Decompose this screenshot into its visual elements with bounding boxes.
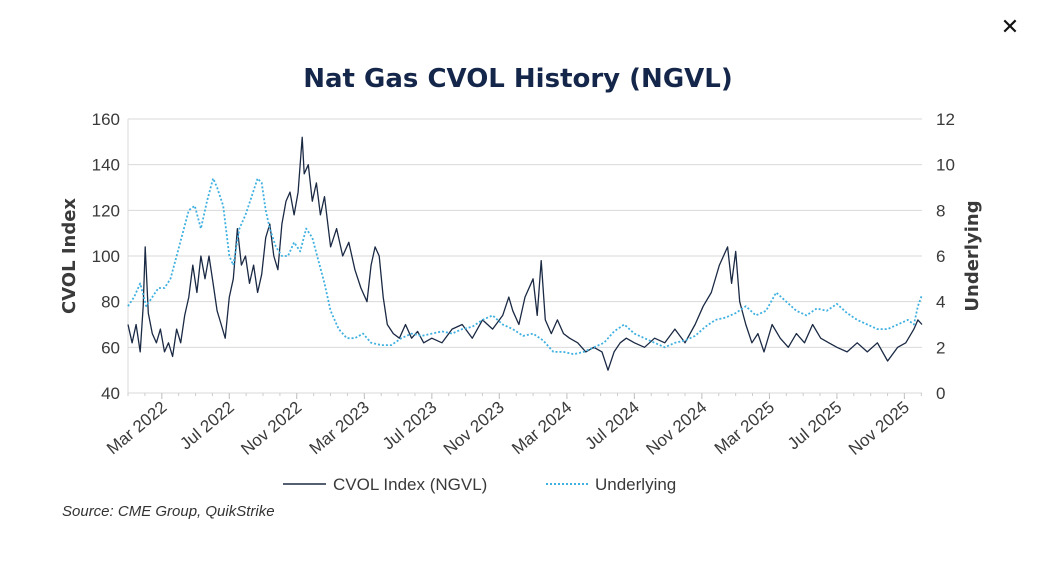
y2-tick-label: 10 xyxy=(936,156,955,175)
x-tick-label: Jul 2024 xyxy=(581,398,642,454)
y2-tick-label: 6 xyxy=(936,247,945,266)
y2-tick-label: 8 xyxy=(936,201,945,220)
x-tick-label: Nov 2022 xyxy=(237,398,305,459)
chart-title: Nat Gas CVOL History (NGVL) xyxy=(303,64,732,94)
legend-label-underlying: Underlying xyxy=(595,475,676,494)
close-button[interactable]: ✕ xyxy=(996,14,1024,42)
y-tick-label: 60 xyxy=(101,338,120,357)
right-axis: 0 2 4 6 8 10 12 xyxy=(936,110,955,403)
x-tick-label: Nov 2024 xyxy=(642,398,710,459)
legend: CVOL Index (NGVL) Underlying xyxy=(283,475,676,494)
x-axis: Mar 2022 Jul 2022 Nov 2022 Mar 2023 Jul 2023… xyxy=(103,393,922,459)
x-tick-label: Jul 2022 xyxy=(176,398,237,454)
y-tick-label: 40 xyxy=(101,384,120,403)
x-tick-label: Mar 2025 xyxy=(711,398,778,459)
series-layer xyxy=(127,136,923,371)
y2-tick-label: 2 xyxy=(936,338,945,357)
x-tick-label: Mar 2023 xyxy=(306,398,373,459)
x-tick-label: Jul 2025 xyxy=(784,398,845,454)
y-tick-label: 140 xyxy=(92,156,120,175)
y2-tick-label: 0 xyxy=(936,384,945,403)
x-tick-label: Jul 2023 xyxy=(379,398,440,454)
y2-tick-label: 4 xyxy=(936,293,945,312)
close-icon: ✕ xyxy=(1000,15,1020,40)
grid xyxy=(127,118,922,394)
x-tick-label: Nov 2023 xyxy=(440,398,508,459)
source-note: Source: CME Group, QuikStrike xyxy=(62,503,275,520)
x-tick-label: Mar 2024 xyxy=(508,398,575,459)
y-tick-label: 100 xyxy=(92,247,120,266)
y2-tick-label: 12 xyxy=(936,110,955,129)
legend-label-cvol: CVOL Index (NGVL) xyxy=(333,475,487,494)
series-line-cvol xyxy=(127,136,923,371)
y2-axis-title: Underlying xyxy=(962,200,983,311)
y-tick-label: 80 xyxy=(101,293,120,312)
x-tick-label: Mar 2022 xyxy=(103,398,170,459)
left-axis: 40 60 80 100 120 140 160 xyxy=(92,110,120,403)
y-tick-label: 120 xyxy=(92,201,120,220)
y-axis-title: CVOL Index xyxy=(59,198,80,314)
x-tick-label: Nov 2025 xyxy=(845,398,913,459)
y-tick-label: 160 xyxy=(92,110,120,129)
